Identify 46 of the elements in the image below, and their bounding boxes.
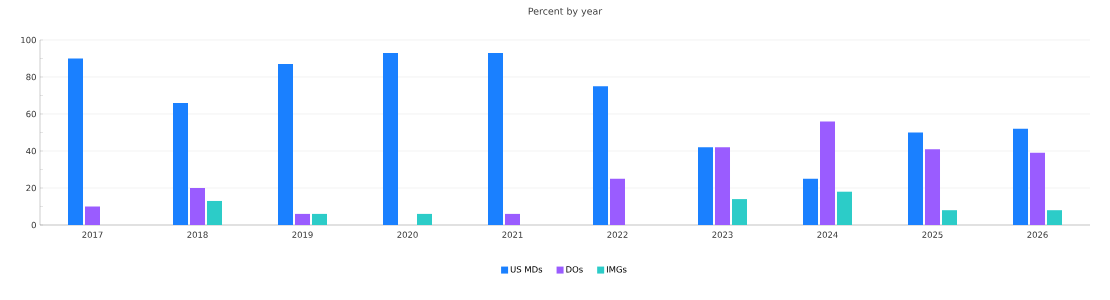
y-tick-label: 0: [31, 221, 36, 229]
legend-label: IMGs: [606, 266, 627, 273]
bar: [803, 178, 819, 225]
bar: [488, 52, 504, 225]
bar: [383, 52, 399, 225]
bar: [698, 147, 714, 225]
x-tick-label: 2021: [502, 231, 523, 238]
x-tick-label: 2017: [82, 231, 103, 238]
bar: [295, 213, 311, 225]
bar: [820, 121, 836, 225]
bar: [610, 178, 626, 225]
bar: [837, 191, 853, 225]
bar: [68, 58, 84, 225]
bar: [312, 213, 328, 225]
chart-title: Percent by year: [528, 7, 603, 17]
x-tick-label: 2025: [922, 231, 943, 238]
y-tick-label: 60: [26, 110, 36, 118]
x-tick-label: 2019: [292, 231, 313, 238]
bar: [173, 102, 189, 225]
x-tick-label: 2026: [1027, 231, 1048, 238]
bar: [505, 213, 521, 225]
bar: [207, 200, 223, 225]
bar: [593, 86, 609, 225]
x-tick-label: 2020: [397, 231, 418, 238]
bar: [1013, 128, 1029, 225]
legend-label: US MDs: [510, 266, 543, 273]
x-tick-label: 2024: [817, 231, 838, 238]
y-tick-label: 40: [26, 147, 36, 155]
bar: [85, 206, 101, 225]
x-tick-label: 2022: [607, 231, 628, 238]
y-tick-label: 80: [26, 73, 36, 81]
bar: [1030, 152, 1046, 225]
bar: [190, 188, 206, 225]
bar: [925, 149, 941, 225]
bar: [942, 210, 958, 225]
x-tick-label: 2018: [187, 231, 208, 238]
bar: [278, 64, 294, 225]
bar: [1047, 210, 1063, 225]
legend-label: DOs: [566, 266, 583, 273]
x-tick-label: 2023: [712, 231, 733, 238]
y-tick-label: 100: [21, 36, 36, 44]
bar: [908, 132, 924, 225]
bar: [417, 213, 433, 225]
bar: [715, 147, 731, 225]
bar: [732, 199, 748, 225]
y-tick-label: 20: [26, 184, 36, 192]
